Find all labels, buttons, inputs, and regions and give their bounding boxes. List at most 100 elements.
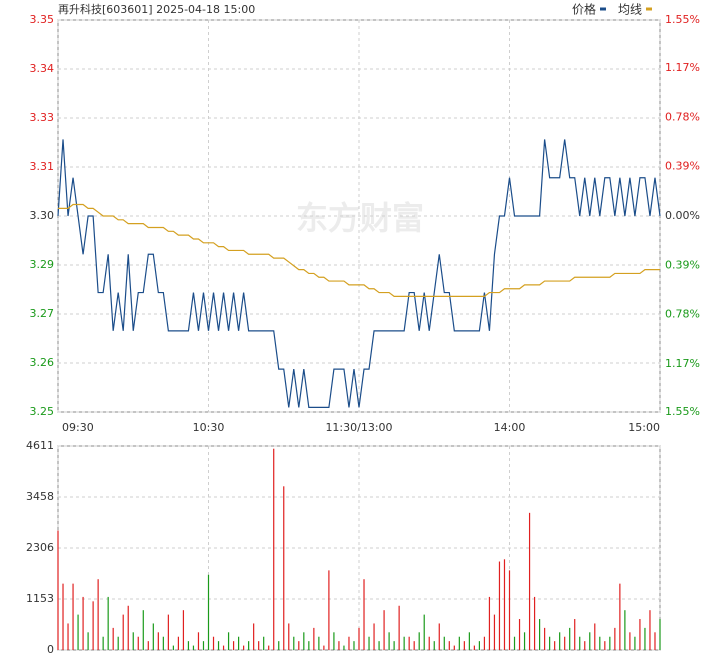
volume-bar	[619, 583, 621, 650]
watermark: 东方财富	[296, 199, 424, 237]
volume-bar	[614, 627, 616, 650]
volume-bar	[503, 559, 506, 650]
y-tick-label: 3.30	[30, 209, 55, 222]
volume-bar	[202, 641, 205, 650]
volume-bar	[559, 632, 561, 650]
y2-tick-label: 0.39%	[665, 160, 700, 173]
volume-bar	[639, 619, 641, 650]
volume-bar	[172, 645, 174, 650]
volume-bar	[72, 583, 74, 650]
y2-tick-label: 0.78%	[665, 110, 700, 123]
volume-bar	[634, 636, 636, 650]
y-tick-label: 2306	[26, 541, 54, 554]
volume-bar	[569, 627, 571, 650]
chart-title: 再升科技[603601] 2025-04-18 15:00	[58, 2, 255, 16]
volume-bar	[433, 641, 435, 650]
volume-bar	[473, 645, 475, 650]
volume-bar	[67, 623, 69, 650]
volume-bar	[127, 605, 129, 650]
volume-bar	[428, 636, 430, 650]
volume-bar	[544, 627, 546, 650]
volume-bar	[403, 636, 405, 650]
volume-bar	[584, 641, 586, 650]
volume-bar	[478, 641, 480, 650]
y-tick-label: 3458	[26, 490, 54, 503]
volume-bar	[62, 583, 64, 650]
volume-bar	[243, 645, 245, 650]
series-line	[57, 139, 661, 409]
volume-bar	[117, 636, 119, 650]
volume-bar	[137, 636, 139, 650]
volume-bar	[453, 645, 455, 650]
volume-bar	[393, 641, 395, 650]
volume-bar	[293, 636, 295, 650]
volume-bar	[92, 601, 94, 650]
volume-bar	[258, 641, 260, 650]
volume-bar	[152, 623, 154, 650]
volume-bar	[308, 641, 310, 650]
volume-bar	[594, 623, 596, 650]
volume-bar	[423, 614, 425, 650]
legend-label: 价格	[572, 2, 596, 17]
x-tick-label: 14:00	[494, 421, 526, 434]
y2-tick-label: 1.55%	[665, 405, 700, 418]
x-tick-label: 09:30	[62, 421, 94, 434]
y2-tick-label: 1.17%	[665, 61, 700, 74]
y2-tick-label: 0.78%	[665, 308, 700, 321]
volume-bar	[528, 512, 531, 650]
y2-tick-label: 0.39%	[665, 258, 700, 271]
volume-bar	[57, 530, 59, 650]
volume-bar	[418, 632, 420, 650]
volume-bar	[207, 574, 210, 650]
volume-bar	[358, 627, 360, 650]
volume-bar	[518, 619, 521, 650]
y-tick-label: 3.25	[30, 405, 55, 418]
volume-bar	[253, 623, 255, 650]
volume-bar	[579, 636, 581, 650]
volume-bar	[283, 486, 285, 650]
y2-tick-label: 1.17%	[665, 357, 700, 370]
volume-bar	[162, 636, 164, 650]
volume-bar	[533, 596, 536, 650]
volume-bar	[589, 632, 591, 650]
volume-bar	[554, 641, 556, 650]
volume-bar	[408, 636, 410, 650]
volume-bar	[388, 632, 390, 650]
volume-bar	[298, 641, 300, 650]
volume-bar	[107, 596, 109, 650]
volume-bar	[238, 636, 240, 650]
y-tick-label: 3.29	[30, 258, 55, 271]
volume-bar	[438, 623, 440, 650]
volume-bar	[629, 632, 631, 650]
volume-bar	[624, 610, 626, 650]
volume-bar	[323, 645, 325, 650]
y-tick-label: 0	[47, 643, 54, 655]
volume-bar	[348, 636, 350, 650]
y-tick-label: 3.34	[30, 62, 55, 75]
volume-bar	[458, 636, 460, 650]
volume-bar	[574, 619, 576, 650]
volume-bar	[328, 570, 330, 650]
volume-bar	[222, 645, 225, 650]
y2-tick-label: 0.00%	[665, 209, 700, 222]
volume-bar	[112, 627, 114, 650]
y-tick-label: 3.35	[30, 13, 55, 26]
volume-bar	[122, 614, 124, 650]
y-tick-label: 3.33	[30, 111, 55, 124]
volume-bar	[318, 636, 320, 650]
volume-bar	[333, 632, 335, 650]
y-tick-label: 3.31	[30, 160, 55, 173]
volume-bar	[187, 641, 190, 650]
volume-bar	[448, 641, 450, 650]
volume-bar	[413, 641, 415, 650]
volume-bar	[263, 636, 265, 650]
volume-bar	[268, 645, 270, 650]
y-tick-label: 3.27	[30, 307, 55, 320]
volume-bar	[443, 636, 445, 650]
volume-bar	[147, 641, 149, 650]
volume-bar	[363, 579, 365, 650]
volume-bar	[493, 614, 496, 650]
volume-bar	[398, 605, 400, 650]
x-tick-label: 11:30/13:00	[325, 421, 392, 434]
